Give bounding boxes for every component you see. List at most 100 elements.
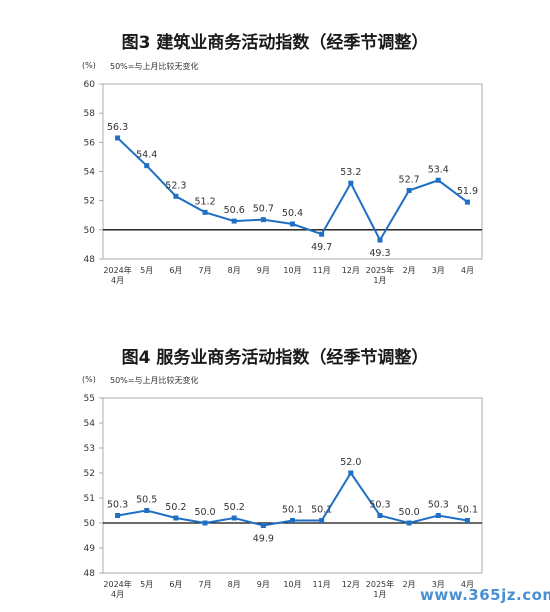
services-data-label: 50.2 <box>165 502 186 513</box>
construction-data-point <box>202 209 208 215</box>
services-x-tick-label: 8月 <box>228 580 241 589</box>
construction-data-label: 53.4 <box>428 164 449 175</box>
construction-y-tick-label: 54 <box>84 168 96 178</box>
services-y-tick-label: 55 <box>84 394 95 404</box>
construction-y-tick-label: 52 <box>84 197 95 207</box>
services-data-point <box>348 470 354 476</box>
services-y-tick-label: 51 <box>84 494 95 504</box>
services-data-label: 50.1 <box>457 505 478 516</box>
construction-x-tick-label: 11月 <box>313 266 331 275</box>
construction-data-label: 53.2 <box>340 167 361 178</box>
services-data-label: 50.0 <box>399 507 420 518</box>
construction-x-tick-label: 5月 <box>140 266 153 275</box>
construction-x-tick-label: 3月 <box>432 266 445 275</box>
construction-data-point <box>406 187 412 193</box>
construction-x-tick-label: 2月 <box>403 266 416 275</box>
services-x-tick-label: 2月 <box>403 580 416 589</box>
construction-x-tick-label: 2025年 1月 <box>366 265 394 285</box>
services-y-tick-label: 50 <box>84 519 96 529</box>
construction-data-label: 51.9 <box>457 186 478 197</box>
construction-data-label: 50.6 <box>224 205 245 216</box>
services-data-point <box>464 518 470 523</box>
construction-x-tick-label: 9月 <box>257 266 270 275</box>
services-data-point <box>377 513 383 518</box>
construction-x-tick-label: 12月 <box>342 266 360 275</box>
services-y-tick-label: 48 <box>84 569 96 579</box>
construction-data-point <box>144 163 150 169</box>
construction-data-label: 50.7 <box>253 204 274 215</box>
services-data-label: 50.5 <box>136 495 157 506</box>
construction-data-label: 49.3 <box>369 248 390 259</box>
construction-data-label: 54.4 <box>136 150 157 161</box>
construction-y-tick-label: 58 <box>84 109 96 119</box>
construction-index-chart: (%) 50%=与上月比较无变化 48 50 52 54 56 58 60 2024年 4月 5月 6月… <box>82 61 483 285</box>
services-data-point <box>260 523 266 528</box>
services-data-label: 50.3 <box>428 500 449 511</box>
services-y-tick-label: 54 <box>84 419 96 429</box>
services-data-point <box>115 513 121 518</box>
services-x-tick-label: 2024年 4月 <box>103 579 131 599</box>
construction-data-point <box>319 231 325 237</box>
construction-reference-note: 50%=与上月比较无变化 <box>110 61 198 71</box>
services-data-point <box>173 515 179 521</box>
services-data-label: 50.3 <box>107 500 128 511</box>
construction-data-point <box>290 221 295 227</box>
construction-x-tick-label: 8月 <box>228 266 241 275</box>
services-data-label: 52.0 <box>340 457 361 468</box>
services-data-point <box>231 515 237 521</box>
construction-data-point <box>464 199 470 205</box>
construction-unit-label: (%) <box>82 61 96 70</box>
construction-y-tick-label: 50 <box>84 226 96 236</box>
services-y-tick-label: 49 <box>84 544 96 554</box>
chart-title-construction: 图3 建筑业商务活动指数（经季节调整） <box>121 33 429 53</box>
construction-x-tick-label: 7月 <box>198 266 211 275</box>
services-plot-frame <box>102 397 483 574</box>
services-x-tick-label: 10月 <box>283 580 301 589</box>
construction-x-tick-label: 10月 <box>283 266 301 275</box>
services-x-tick-label: 12月 <box>342 580 360 589</box>
construction-x-tick-label: 2024年 4月 <box>103 265 131 285</box>
construction-data-point <box>115 135 121 141</box>
construction-data-label: 51.2 <box>194 196 215 207</box>
services-x-tick-label: 2025年 1月 <box>366 579 394 599</box>
construction-plot-frame <box>102 83 483 260</box>
services-data-label: 50.1 <box>282 505 303 516</box>
construction-data-label: 50.4 <box>282 208 303 219</box>
services-data-label: 50.0 <box>194 507 215 518</box>
services-x-tick-label: 7月 <box>198 580 211 589</box>
services-y-tick-label: 53 <box>84 444 95 454</box>
services-y-tick-label: 52 <box>84 469 95 479</box>
services-x-tick-label: 5月 <box>140 580 153 589</box>
construction-data-label: 52.7 <box>399 174 420 185</box>
services-index-chart: (%) 50%=与上月比较无变化 48 49 50 51 52 53 54 55 2024年 4月 5月… <box>82 375 483 599</box>
services-data-label: 50.2 <box>224 502 245 513</box>
chart-title-services: 图4 服务业商务活动指数（经季节调整） <box>121 348 429 368</box>
construction-data-point <box>377 237 383 243</box>
services-data-point <box>435 513 441 518</box>
services-x-tick-label: 11月 <box>313 580 331 589</box>
construction-y-tick-label: 56 <box>84 138 96 148</box>
watermark: www.365jz.com <box>420 586 550 604</box>
construction-data-label: 52.3 <box>165 180 186 191</box>
services-data-label: 50.1 <box>311 505 332 516</box>
construction-y-tick-label: 60 <box>84 80 96 90</box>
services-unit-label: (%) <box>82 375 96 384</box>
services-x-tick-label: 9月 <box>257 580 270 589</box>
construction-data-point <box>260 217 266 223</box>
construction-data-label: 56.3 <box>107 122 128 133</box>
construction-x-tick-label: 4月 <box>461 266 474 275</box>
construction-data-label: 49.7 <box>311 242 332 253</box>
services-data-point <box>406 520 412 526</box>
services-x-tick-label: 4月 <box>461 580 474 589</box>
services-x-tick-label: 3月 <box>432 580 445 589</box>
services-reference-note: 50%=与上月比较无变化 <box>110 375 198 385</box>
construction-y-tick-label: 48 <box>84 255 96 265</box>
construction-x-tick-label: 6月 <box>169 266 182 275</box>
services-data-point <box>144 508 150 513</box>
services-data-label: 50.3 <box>369 500 390 511</box>
services-data-point <box>290 518 295 523</box>
construction-data-point <box>231 218 237 224</box>
services-data-label: 49.9 <box>253 534 274 545</box>
services-data-point <box>202 520 208 526</box>
services-data-point <box>319 518 325 523</box>
